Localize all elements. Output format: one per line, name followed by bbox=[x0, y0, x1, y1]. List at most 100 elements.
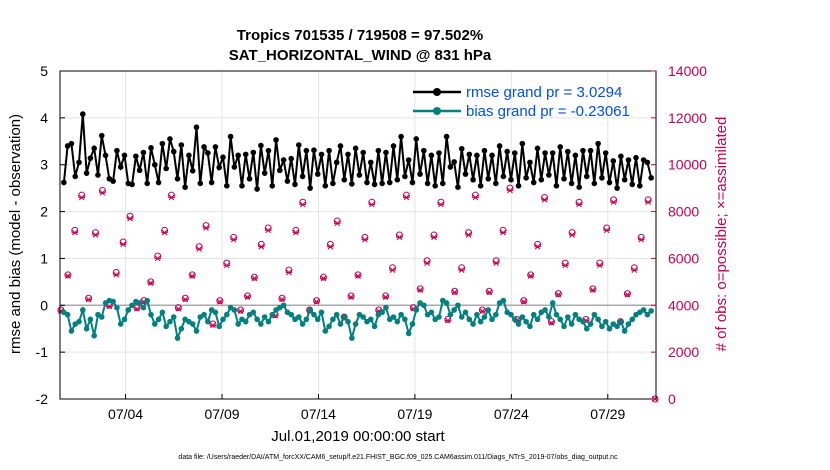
rmse-data-point bbox=[405, 157, 412, 163]
bias-data-point bbox=[322, 328, 329, 334]
assimilated-obs-marker bbox=[64, 273, 72, 279]
bias-data-point bbox=[258, 321, 264, 327]
y-right-tick-label: 8000 bbox=[668, 204, 699, 220]
rmse-data-point bbox=[68, 140, 75, 147]
rmse-data-point bbox=[534, 145, 541, 152]
rmse-data-point bbox=[557, 144, 564, 150]
rmse-data-point bbox=[269, 183, 276, 189]
rmse-data-point bbox=[292, 181, 298, 188]
x-tick-label: 07/09 bbox=[204, 406, 239, 422]
rmse-data-point bbox=[565, 148, 571, 155]
bias-data-point bbox=[242, 318, 249, 325]
bias-data-point bbox=[159, 309, 166, 316]
assimilated-obs-marker bbox=[354, 273, 362, 279]
rmse-data-point bbox=[349, 181, 355, 187]
bias-data-point bbox=[269, 311, 276, 318]
bias-data-point bbox=[91, 332, 97, 339]
rmse-data-point bbox=[648, 175, 654, 181]
legend-bias-marker bbox=[433, 107, 441, 115]
bias-data-point bbox=[326, 323, 332, 330]
bias-data-point bbox=[572, 311, 579, 318]
bias-data-point bbox=[413, 307, 420, 313]
bias-data-point bbox=[333, 311, 340, 318]
rmse-data-point bbox=[151, 161, 158, 168]
bias-data-point bbox=[129, 302, 135, 309]
bias-data-point bbox=[345, 318, 351, 325]
rmse-data-point bbox=[595, 140, 601, 147]
assimilated-obs-marker bbox=[492, 260, 500, 266]
assimilated-obs-marker bbox=[223, 262, 231, 269]
rmse-data-point bbox=[417, 171, 423, 177]
bias-data-point bbox=[216, 323, 223, 330]
assimilated-obs-marker bbox=[237, 308, 244, 314]
assimilated-obs-marker bbox=[548, 320, 555, 326]
rmse-data-point bbox=[205, 150, 211, 156]
rmse-data-point bbox=[360, 149, 367, 156]
possible-obs-marker bbox=[278, 294, 286, 302]
rmse-data-point bbox=[500, 173, 507, 180]
bias-data-point bbox=[212, 309, 219, 316]
assimilated-obs-marker bbox=[292, 229, 300, 236]
rmse-data-point bbox=[443, 133, 450, 140]
bias-data-point bbox=[98, 314, 105, 320]
assimilated-obs-marker bbox=[624, 291, 631, 298]
possible-obs-marker bbox=[237, 306, 245, 314]
rmse-data-point bbox=[311, 147, 317, 153]
x-tick-label: 07/14 bbox=[301, 406, 336, 422]
assimilated-obs-marker bbox=[258, 243, 265, 250]
rmse-data-point bbox=[580, 147, 586, 154]
assimilated-obs-marker bbox=[644, 199, 652, 206]
bias-data-point bbox=[367, 316, 374, 323]
rmse-data-point bbox=[159, 140, 166, 147]
assimilated-obs-marker bbox=[202, 225, 210, 231]
assimilated-obs-marker bbox=[637, 236, 645, 243]
possible-obs-marker bbox=[188, 271, 196, 279]
rmse-data-point bbox=[129, 181, 135, 188]
assimilated-obs-marker bbox=[423, 260, 431, 266]
footnote-data-file: data file: /Users/raeder/DAI/ATM_forcXX/… bbox=[178, 454, 618, 461]
bias-data-point bbox=[546, 314, 552, 320]
rmse-data-point bbox=[409, 179, 416, 186]
chart-title-line2: SAT_HORIZONTAL_WIND @ 831 hPa bbox=[229, 47, 492, 64]
possible-obs-marker bbox=[85, 294, 93, 302]
assimilated-obs-marker bbox=[85, 296, 92, 303]
bias-data-point bbox=[250, 309, 257, 316]
plot-frame bbox=[59, 70, 657, 400]
rmse-data-point bbox=[587, 147, 594, 154]
rmse-data-point bbox=[542, 150, 548, 156]
rmse-data-point bbox=[549, 150, 556, 156]
assimilated-obs-marker bbox=[361, 236, 369, 243]
bias-data-point bbox=[644, 311, 651, 318]
rmse-data-point bbox=[330, 180, 336, 187]
rmse-data-point bbox=[383, 149, 389, 156]
rmse-data-point bbox=[489, 152, 495, 159]
bias-data-point bbox=[110, 298, 116, 305]
legend-rmse-marker bbox=[433, 88, 441, 96]
rmse-data-point bbox=[504, 148, 510, 155]
rmse-data-point bbox=[618, 153, 624, 160]
possible-obs-marker bbox=[64, 271, 72, 279]
bias-data-point bbox=[530, 311, 537, 318]
assimilated-obs-marker bbox=[92, 232, 99, 238]
assimilated-obs-marker bbox=[182, 296, 189, 303]
rmse-data-point bbox=[455, 184, 461, 191]
assimilated-obs-marker bbox=[499, 229, 507, 236]
rmse-data-point bbox=[398, 133, 404, 140]
rmse-data-point bbox=[493, 180, 499, 187]
rmse-data-point bbox=[148, 145, 154, 151]
x-tick-label: 07/19 bbox=[397, 406, 432, 422]
bias-data-point bbox=[443, 300, 450, 306]
rmse-data-point bbox=[178, 142, 185, 148]
rmse-data-point bbox=[307, 185, 313, 191]
bias-data-point bbox=[474, 311, 480, 318]
y-right-tick-label: 14000 bbox=[668, 63, 707, 79]
y-right-tick-label: 6000 bbox=[668, 250, 699, 266]
bias-data-point bbox=[485, 307, 492, 313]
rmse-data-point bbox=[436, 150, 442, 156]
rmse-data-point bbox=[394, 176, 401, 183]
bias-data-point bbox=[621, 328, 628, 334]
bias-data-point bbox=[466, 316, 473, 323]
assimilated-obs-marker bbox=[133, 305, 141, 312]
rmse-data-point bbox=[352, 145, 359, 152]
